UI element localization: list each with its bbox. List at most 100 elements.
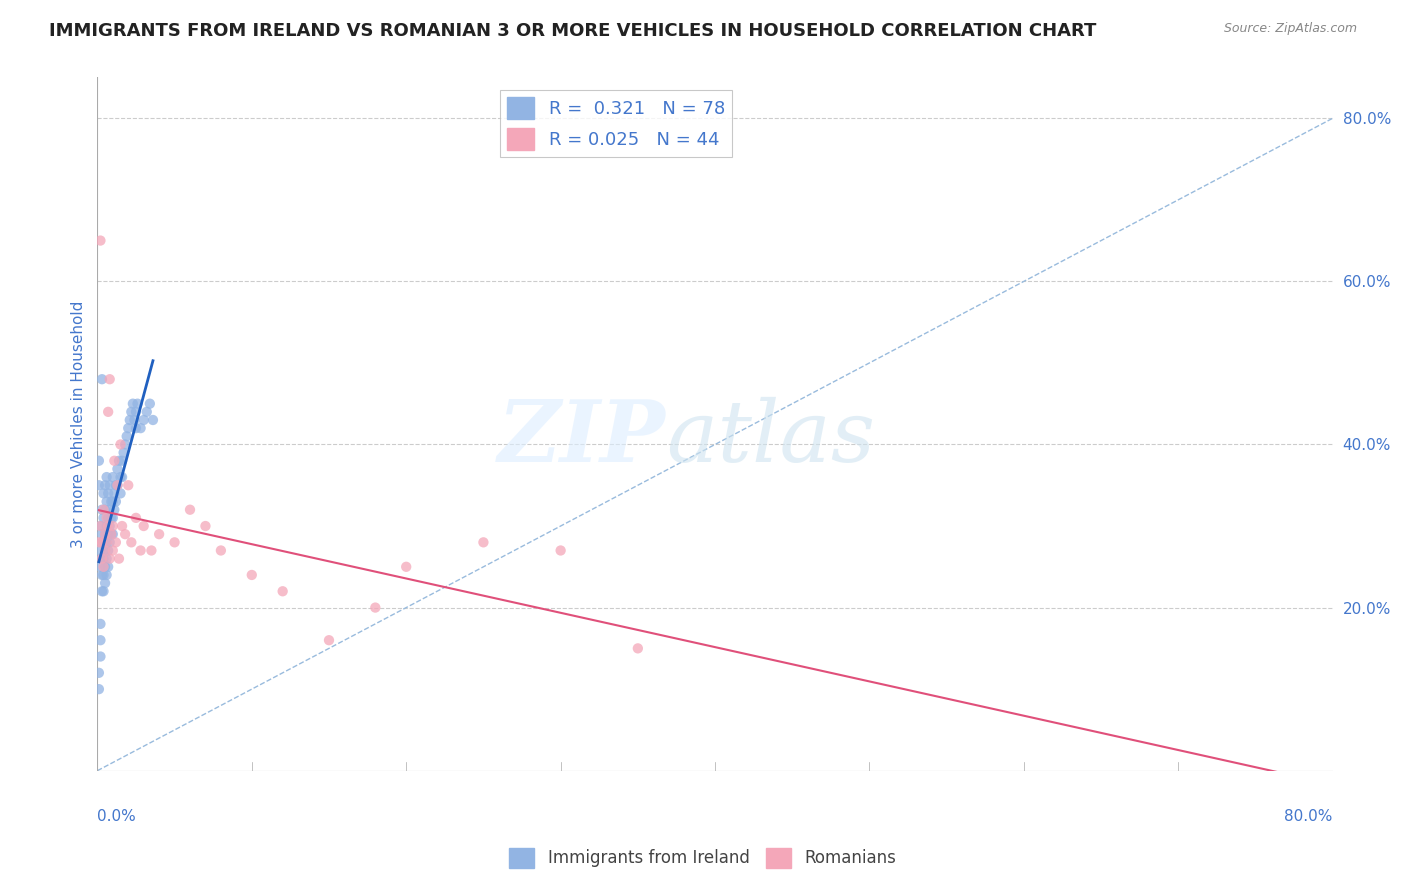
- Point: [91, 372, 114, 386]
- Point: [125, 511, 148, 525]
- Point: [135, 405, 157, 419]
- Point: [89, 559, 111, 574]
- Point: [179, 502, 201, 516]
- Point: [93, 584, 115, 599]
- Point: [107, 478, 129, 492]
- Point: [108, 551, 131, 566]
- Point: [89, 543, 111, 558]
- Point: [101, 527, 124, 541]
- Point: [91, 535, 114, 549]
- Point: [132, 413, 155, 427]
- Point: [89, 633, 111, 648]
- Point: [87, 665, 110, 680]
- Point: [112, 445, 135, 459]
- Text: Source: ZipAtlas.com: Source: ZipAtlas.com: [1223, 22, 1357, 36]
- Point: [87, 535, 110, 549]
- Point: [104, 478, 127, 492]
- Point: [100, 511, 122, 525]
- Point: [100, 527, 122, 541]
- Point: [98, 478, 121, 492]
- Point: [97, 486, 120, 500]
- Legend: Immigrants from Ireland, Romanians: Immigrants from Ireland, Romanians: [503, 841, 903, 875]
- Point: [98, 535, 121, 549]
- Point: [110, 437, 132, 451]
- Point: [118, 413, 141, 427]
- Point: [129, 543, 152, 558]
- Point: [129, 421, 152, 435]
- Point: [97, 559, 120, 574]
- Point: [97, 519, 120, 533]
- Point: [97, 511, 120, 525]
- Point: [94, 543, 117, 558]
- Point: [94, 502, 117, 516]
- Point: [627, 641, 650, 656]
- Point: [111, 519, 134, 533]
- Point: [96, 535, 118, 549]
- Point: [472, 535, 495, 549]
- Point: [107, 478, 129, 492]
- Point: [101, 494, 124, 508]
- Point: [94, 527, 117, 541]
- Point: [89, 519, 111, 533]
- Point: [120, 535, 142, 549]
- Point: [124, 413, 146, 427]
- Point: [91, 551, 114, 566]
- Point: [101, 470, 124, 484]
- Point: [103, 486, 125, 500]
- Point: [98, 519, 121, 533]
- Point: [93, 559, 115, 574]
- Point: [87, 682, 110, 697]
- Point: [132, 519, 155, 533]
- Point: [97, 527, 120, 541]
- Point: [194, 519, 217, 533]
- Legend: R =  0.321   N = 78, R = 0.025   N = 44: R = 0.321 N = 78, R = 0.025 N = 44: [501, 90, 733, 158]
- Point: [91, 527, 114, 541]
- Point: [110, 486, 132, 500]
- Point: [91, 568, 114, 582]
- Point: [108, 454, 131, 468]
- Point: [141, 543, 163, 558]
- Point: [104, 535, 127, 549]
- Point: [91, 584, 114, 599]
- Point: [103, 454, 125, 468]
- Point: [101, 543, 124, 558]
- Point: [94, 559, 117, 574]
- Point: [120, 405, 142, 419]
- Point: [96, 568, 118, 582]
- Point: [96, 535, 118, 549]
- Point: [96, 494, 118, 508]
- Point: [209, 543, 232, 558]
- Point: [96, 511, 118, 525]
- Point: [115, 429, 138, 443]
- Point: [97, 405, 120, 419]
- Point: [98, 372, 121, 386]
- Point: [163, 535, 186, 549]
- Point: [107, 462, 129, 476]
- Point: [93, 486, 115, 500]
- Point: [111, 470, 134, 484]
- Point: [318, 633, 340, 648]
- Point: [96, 551, 118, 566]
- Point: [89, 649, 111, 664]
- Point: [89, 616, 111, 631]
- Point: [117, 478, 139, 492]
- Point: [125, 405, 148, 419]
- Point: [96, 519, 118, 533]
- Text: IMMIGRANTS FROM IRELAND VS ROMANIAN 3 OR MORE VEHICLES IN HOUSEHOLD CORRELATION : IMMIGRANTS FROM IRELAND VS ROMANIAN 3 OR…: [49, 22, 1097, 40]
- Text: ZIP: ZIP: [498, 396, 665, 480]
- Point: [91, 535, 114, 549]
- Point: [89, 519, 111, 533]
- Point: [94, 478, 117, 492]
- Point: [101, 519, 124, 533]
- Point: [110, 470, 132, 484]
- Text: 80.0%: 80.0%: [1285, 809, 1333, 824]
- Point: [114, 527, 136, 541]
- Point: [89, 234, 111, 248]
- Point: [117, 421, 139, 435]
- Point: [395, 559, 418, 574]
- Text: 0.0%: 0.0%: [97, 809, 136, 824]
- Point: [93, 568, 115, 582]
- Point: [127, 397, 149, 411]
- Point: [91, 502, 114, 516]
- Point: [122, 397, 145, 411]
